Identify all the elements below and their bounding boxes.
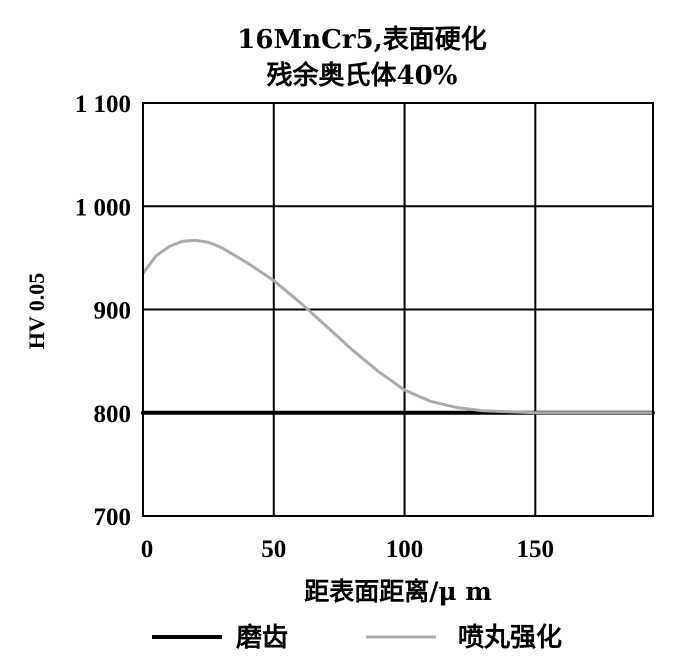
y-tick-label: 700: [94, 504, 132, 531]
chart-title-line-2: 残余奥氏体40%: [267, 60, 458, 91]
x-tick-label: 150: [517, 536, 555, 563]
grid-lines: [143, 103, 653, 516]
y-tick-label: 900: [94, 298, 132, 325]
x-axis-label: 距表面距离/μ m: [304, 577, 492, 606]
y-tick-label: 1 100: [75, 91, 131, 118]
chart-title-line-1: 16MnCr5,表面硬化: [237, 25, 486, 55]
legend: 磨齿 喷丸强化: [152, 623, 562, 653]
plot-area-frame: [142, 102, 654, 517]
series-line-2: [141, 238, 655, 415]
series-lines: [141, 238, 655, 415]
y-tick-labels: 700 800 900 1 000 1 100: [75, 91, 131, 531]
legend-label-1: 磨齿: [236, 623, 288, 653]
legend-label-2: 喷丸强化: [458, 623, 562, 653]
y-axis-label: HV 0.05: [24, 273, 49, 350]
x-tick-label: 50: [261, 536, 286, 563]
x-tick-label: 0: [141, 536, 154, 563]
x-tick-labels: 0 50 100 150: [141, 536, 554, 563]
y-tick-label: 1 000: [75, 194, 131, 221]
y-tick-label: 800: [94, 401, 132, 428]
x-tick-label: 100: [386, 536, 424, 563]
